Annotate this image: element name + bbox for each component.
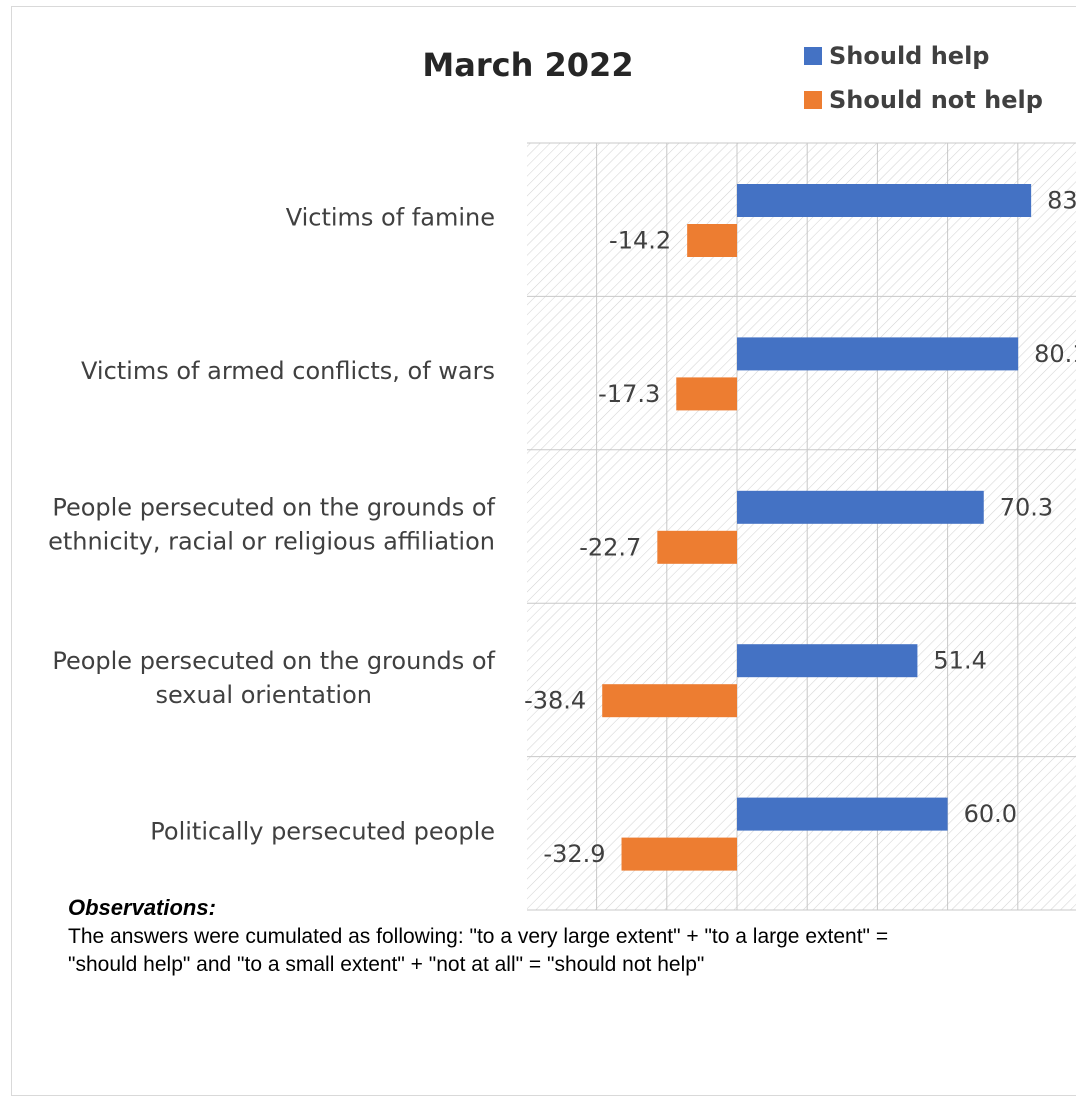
category-label: Politically persecuted people — [150, 817, 495, 845]
observations: Observations: The answers were cumulated… — [68, 895, 908, 979]
legend-swatch — [804, 47, 822, 65]
category-label: Victims of famine — [286, 204, 495, 232]
category-label: People persecuted on the grounds of ethni… — [48, 494, 495, 556]
data-label-should-help: 80.1 — [1034, 340, 1076, 368]
chart-title: March 2022 — [422, 46, 633, 84]
bar-should-not-help — [687, 224, 737, 257]
category-label: Victims of armed conflicts, of wars — [81, 357, 495, 385]
data-label-should-help: 51.4 — [933, 647, 986, 675]
bar-should-help — [737, 644, 918, 678]
category-label: People persecuted on the grounds of sexua… — [52, 647, 495, 709]
legend: Should help Should not help — [804, 42, 1043, 114]
bar-should-not-help — [657, 530, 737, 564]
data-label-should-help: 83.8 — [1047, 187, 1076, 215]
bar-should-help — [737, 337, 1019, 371]
plot-background — [527, 143, 1076, 910]
observations-text: The answers were cumulated as following:… — [68, 925, 889, 976]
legend-label: Should not help — [829, 86, 1043, 114]
plot-area: 83.8 -14.2 Victims of famine 80.1 -17.3 Victi… — [48, 142, 1076, 911]
data-label-should-help: 60.0 — [964, 800, 1017, 828]
bar-should-not-help — [676, 377, 737, 411]
data-label-should-not-help: -17.3 — [598, 380, 660, 408]
data-label-should-help: 70.3 — [1000, 493, 1053, 521]
bar-should-not-help — [602, 684, 737, 718]
observations-title: Observations: — [68, 895, 216, 920]
legend-swatch — [804, 91, 822, 109]
data-label-should-not-help: -14.2 — [609, 227, 671, 255]
bar-should-not-help — [621, 837, 737, 871]
legend-label: Should help — [829, 42, 989, 70]
data-label-should-not-help: -22.7 — [579, 533, 641, 561]
bar-should-help — [737, 490, 984, 524]
data-label-should-not-help: -38.4 — [524, 687, 586, 715]
data-label-should-not-help: -32.9 — [543, 840, 605, 868]
bar-should-help — [737, 797, 948, 831]
bar-should-help — [737, 184, 1032, 217]
